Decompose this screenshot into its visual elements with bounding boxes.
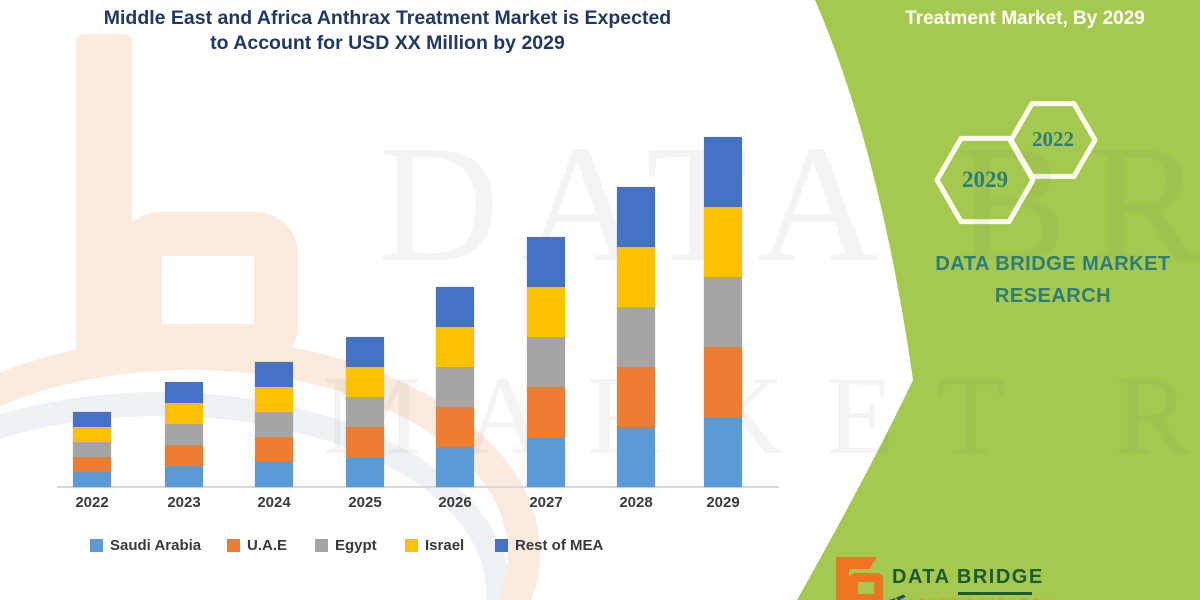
bar-segment-2029-egypt — [704, 277, 742, 347]
x-axis-label-2029: 2029 — [706, 494, 740, 511]
bar-segment-2028-u-a-e — [617, 367, 655, 427]
bar-segment-2023-saudi-arabia — [165, 466, 203, 487]
legend-item-rest-of-mea: Rest of MEA — [495, 537, 603, 554]
legend-item-egypt: Egypt — [315, 537, 377, 554]
bar-segment-2023-egypt — [165, 424, 203, 445]
bar-segment-2022-saudi-arabia — [73, 472, 111, 487]
bar-segment-2026-saudi-arabia — [436, 447, 474, 487]
legend-swatch-icon — [315, 539, 328, 552]
bar-segment-2022-u-a-e — [73, 457, 111, 472]
bar-2027 — [527, 237, 565, 487]
bar-segment-2027-rest-of-mea — [527, 237, 565, 287]
bar-2028 — [617, 187, 655, 487]
bar-2024 — [255, 362, 293, 487]
bar-segment-2024-egypt — [255, 412, 293, 437]
bar-segment-2029-u-a-e — [704, 347, 742, 417]
brand-name-line1: DATA BRIDGE MARKET — [935, 253, 1171, 275]
bar-segment-2026-egypt — [436, 367, 474, 407]
hexagon-label-2022: 2022 — [1032, 127, 1074, 151]
bar-segment-2025-israel — [346, 367, 384, 397]
bar-2029 — [704, 137, 742, 487]
bar-segment-2023-rest-of-mea — [165, 382, 203, 403]
bar-segment-2027-u-a-e — [527, 387, 565, 437]
legend-item-u-a-e: U.A.E — [227, 537, 287, 554]
legend-label: U.A.E — [247, 537, 288, 554]
legend-label: Israel — [425, 537, 465, 554]
bar-segment-2025-egypt — [346, 397, 384, 427]
logo-b-bowl-icon — [849, 573, 883, 600]
bar-segment-2025-u-a-e — [346, 427, 384, 457]
bar-segment-2025-saudi-arabia — [346, 457, 384, 487]
x-axis-label-2022: 2022 — [75, 494, 109, 511]
bar-segment-2028-egypt — [617, 307, 655, 367]
legend-label: Egypt — [335, 537, 377, 554]
brand-name-line2: RESEARCH — [994, 285, 1112, 307]
bar-2025 — [346, 337, 384, 487]
x-axis-label-2028: 2028 — [619, 494, 653, 511]
bar-2022 — [73, 412, 111, 487]
bar-segment-2027-egypt — [527, 337, 565, 387]
bar-segment-2028-rest-of-mea — [617, 187, 655, 247]
bar-segment-2026-israel — [436, 327, 474, 367]
legend-label: Rest of MEA — [515, 537, 604, 554]
x-axis-label-2024: 2024 — [257, 494, 291, 511]
hexagon-label-2029: 2029 — [962, 167, 1008, 192]
footer-logo-tagline: MARKET RESEARCH — [894, 596, 1054, 600]
chart-title-line2: to Account for USD XX Million by 2029 — [210, 32, 565, 54]
x-axis-baseline — [57, 486, 779, 488]
bar-segment-2023-u-a-e — [165, 445, 203, 466]
legend-item-saudi-arabia: Saudi Arabia — [90, 537, 201, 554]
panel-heading: Treatment Market, By 2029 — [905, 8, 1145, 29]
legend-swatch-icon — [90, 539, 103, 552]
logo-b-top-icon — [836, 557, 877, 569]
bar-segment-2024-u-a-e — [255, 437, 293, 462]
bar-2026 — [436, 287, 474, 487]
footer-logo-name: DATA BRIDGE — [892, 566, 1044, 588]
legend-swatch-icon — [405, 539, 418, 552]
bar-segment-2028-israel — [617, 247, 655, 307]
x-axis-label-2026: 2026 — [438, 494, 472, 511]
hexagon-2029-icon — [934, 135, 1036, 225]
bar-segment-2025-rest-of-mea — [346, 337, 384, 367]
bar-segment-2028-saudi-arabia — [617, 427, 655, 487]
bar-segment-2026-u-a-e — [436, 407, 474, 447]
bar-2023 — [165, 382, 203, 487]
bar-segment-2023-israel — [165, 403, 203, 424]
bar-segment-2029-saudi-arabia — [704, 417, 742, 487]
x-axis-label-2025: 2025 — [348, 494, 382, 511]
bar-segment-2027-saudi-arabia — [527, 437, 565, 487]
bar-segment-2024-israel — [255, 387, 293, 412]
bar-segment-2024-rest-of-mea — [255, 362, 293, 387]
footer-logo-underline — [958, 592, 1032, 595]
bar-segment-2027-israel — [527, 287, 565, 337]
x-axis-label-2027: 2027 — [529, 494, 563, 511]
bar-segment-2026-rest-of-mea — [436, 287, 474, 327]
chart-title: Middle East and Africa Anthrax Treatment… — [55, 6, 720, 56]
green-panel-shape — [797, 0, 1200, 600]
chart-title-line1: Middle East and Africa Anthrax Treatment… — [103, 7, 672, 29]
legend-label: Saudi Arabia — [110, 537, 202, 554]
legend-item-israel: Israel — [405, 537, 464, 554]
bar-segment-2029-israel — [704, 207, 742, 277]
x-axis-label-2023: 2023 — [167, 494, 201, 511]
bar-segment-2022-egypt — [73, 442, 111, 457]
bar-segment-2022-rest-of-mea — [73, 412, 111, 427]
bar-segment-2022-israel — [73, 427, 111, 442]
legend-swatch-icon — [227, 539, 240, 552]
bar-segment-2029-rest-of-mea — [704, 137, 742, 207]
bar-segment-2024-saudi-arabia — [255, 462, 293, 487]
legend-swatch-icon — [495, 539, 508, 552]
